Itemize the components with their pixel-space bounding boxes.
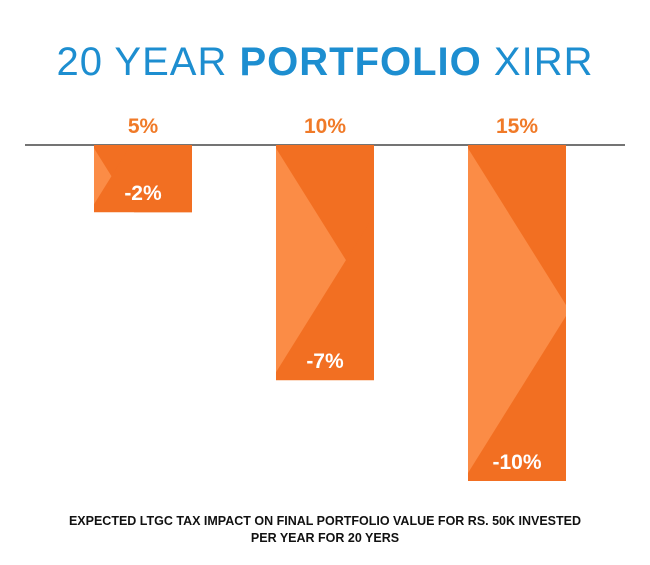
bar-shade-bottom-3 bbox=[468, 316, 566, 481]
category-label-1: 5% bbox=[128, 115, 159, 138]
value-label-3: -10% bbox=[492, 451, 541, 474]
bar-shade-top-3 bbox=[468, 145, 566, 305]
chart-caption: EXPECTED LTGC TAX IMPACT ON FINAL PORTFO… bbox=[0, 513, 650, 547]
bar-group-3: 15% -10% bbox=[468, 115, 566, 481]
category-label-2: 10% bbox=[304, 115, 346, 138]
caption-line-1: EXPECTED LTGC TAX IMPACT ON FINAL PORTFO… bbox=[68, 514, 582, 528]
bar-shade-bottom-1 bbox=[94, 145, 192, 213]
bar-group-2: 10% -7% bbox=[276, 115, 374, 381]
chart-title: 20 YEAR PORTFOLIO XIRR bbox=[0, 40, 650, 85]
bar-shade-bottom-2 bbox=[276, 215, 374, 381]
title-part-2: PORTFOLIO bbox=[239, 40, 482, 84]
caption-line-2: PER YEAR FOR 20 YERS bbox=[250, 531, 400, 545]
title-part-3: XIRR bbox=[481, 40, 594, 84]
value-label-1: -2% bbox=[124, 182, 162, 205]
bar-chart: 5% -2% 10% -7% 15% -10% bbox=[25, 115, 625, 481]
value-label-2: -7% bbox=[306, 350, 344, 373]
category-label-3: 15% bbox=[496, 115, 538, 138]
bar-group-1: 5% -2% bbox=[94, 115, 192, 213]
title-part-1: 20 YEAR bbox=[56, 40, 240, 84]
